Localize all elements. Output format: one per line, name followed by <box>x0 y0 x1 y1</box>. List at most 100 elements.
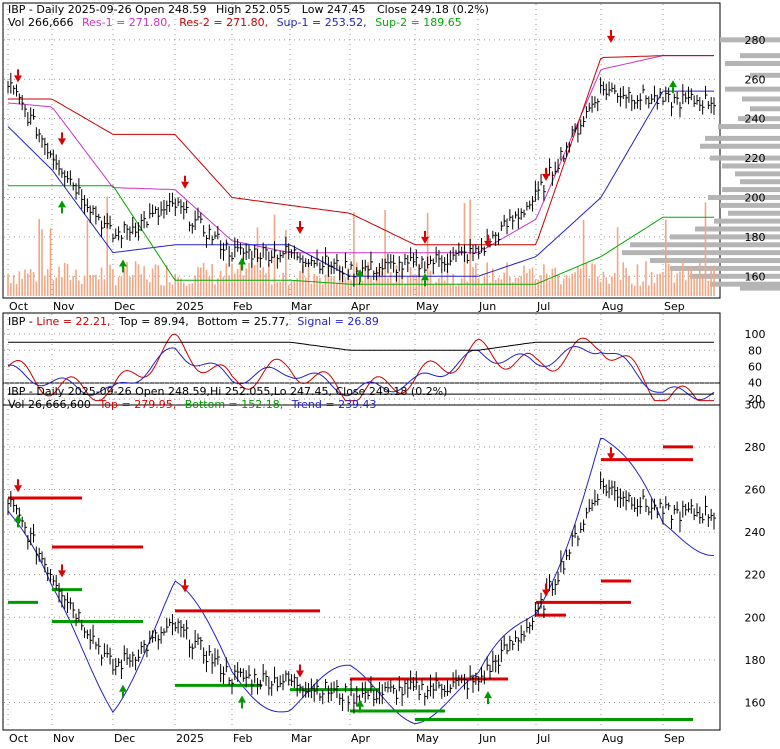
volume-bar <box>511 282 514 296</box>
volume-bar <box>86 220 89 296</box>
volume-bar <box>642 281 644 296</box>
p1-x-tick: 2025 <box>176 300 204 313</box>
volume-bar <box>143 266 145 296</box>
volume-bar <box>327 263 330 296</box>
p3-y-tick: 240 <box>745 526 766 539</box>
volume-bar <box>554 267 557 296</box>
top-level-label: Top = 279.95, <box>98 398 176 411</box>
volume-bar <box>432 284 435 296</box>
p3-x-tick: 2025 <box>176 732 204 745</box>
volume-bar <box>528 269 531 296</box>
volume-bar <box>701 278 704 296</box>
volume-bar <box>361 280 364 296</box>
volume-bar <box>645 261 647 296</box>
volume-bar <box>114 285 117 296</box>
volume-bar <box>667 263 670 296</box>
volume-bar <box>630 283 633 296</box>
volume-bar <box>236 269 239 296</box>
volume-profile-bar <box>720 37 780 43</box>
volume-bar <box>458 283 460 296</box>
volume-bar <box>174 273 177 296</box>
sell-arrow <box>542 173 550 181</box>
volume-bar <box>248 263 250 296</box>
volume-bar <box>75 269 77 296</box>
buy-arrow <box>484 691 492 699</box>
sell-arrow <box>421 236 429 244</box>
volume-bar <box>262 267 264 296</box>
volume-bar <box>596 276 599 296</box>
volume-bar <box>500 279 503 296</box>
volume-bar <box>313 273 316 296</box>
p1-x-tick: Oct <box>9 300 29 313</box>
volume-bar <box>182 282 185 296</box>
volume-bar <box>517 277 520 296</box>
volume-bar <box>710 268 712 296</box>
volume-bar <box>492 268 494 296</box>
volume-profile-bar <box>690 273 780 279</box>
volume-bar <box>438 278 440 296</box>
p3-x-tick: Mar <box>291 732 312 745</box>
signal-arrows <box>14 29 677 713</box>
volume-profile-bar <box>670 234 780 240</box>
volume-bar <box>466 281 469 296</box>
volume-bar <box>682 261 684 296</box>
volume-bar <box>259 269 262 296</box>
volume-bar <box>704 202 707 296</box>
volume-bar <box>406 276 409 296</box>
p3-y-tick: 280 <box>745 441 766 454</box>
volume-bar <box>647 285 650 296</box>
volume-bar <box>304 277 307 296</box>
volume-bar <box>486 262 488 296</box>
volume-bar <box>415 274 418 296</box>
volume-bar <box>310 283 313 296</box>
volume-profile-bar <box>740 285 780 291</box>
volume-bar <box>605 277 608 296</box>
volume-bar <box>29 269 32 296</box>
volume-bar <box>239 261 242 296</box>
volume-bar <box>134 261 137 296</box>
volume-bar <box>429 270 432 296</box>
p1-x-tick: Jul <box>536 300 550 313</box>
volume-profile-bar <box>718 124 780 130</box>
volume-bar <box>540 275 542 296</box>
line-label: Line = 22.21, <box>36 315 110 328</box>
volume-bar <box>707 280 710 296</box>
volume-bar <box>443 280 446 296</box>
sell-arrow <box>14 75 22 83</box>
volume-profile-bar <box>738 116 780 122</box>
sell-arrow <box>181 181 189 189</box>
volume-bar <box>89 275 92 296</box>
volume-profile-bar <box>650 258 780 264</box>
volume-bar <box>449 283 452 296</box>
volume-bar <box>650 271 653 296</box>
volume-bar <box>534 279 537 296</box>
volume-bar <box>321 284 324 296</box>
bottom-label: Bottom = 25.77, <box>197 315 289 328</box>
volume-profile-bar <box>722 163 780 169</box>
volume-bar <box>591 263 593 296</box>
panel1-title-ohlc: IBP - Daily 2025-09-26 Open 248.59 <box>8 3 207 16</box>
price-bars <box>7 72 716 714</box>
volume-bar <box>95 274 97 296</box>
volume-bar <box>117 277 120 296</box>
volume-bar <box>214 284 216 296</box>
volume-bar <box>146 279 148 296</box>
volume-bar <box>699 262 701 296</box>
volume-bar <box>18 271 21 296</box>
buy-arrow <box>238 257 246 265</box>
volume-bar <box>599 281 602 296</box>
volume-profile-bar <box>735 171 780 177</box>
volume-bar <box>611 276 613 296</box>
volume-bar <box>460 278 463 296</box>
volume-bar <box>375 270 378 296</box>
oscillator-line <box>7 333 714 402</box>
volume-bar <box>426 212 429 296</box>
volume-bar <box>568 278 571 296</box>
volume-bar <box>265 273 267 296</box>
volume-bar <box>7 273 9 296</box>
p3-y-tick: 180 <box>745 654 766 667</box>
volume-bar <box>100 267 103 296</box>
p3-y-tick: 260 <box>745 483 766 496</box>
volume-bar <box>72 275 75 296</box>
volume-bar <box>191 283 194 296</box>
